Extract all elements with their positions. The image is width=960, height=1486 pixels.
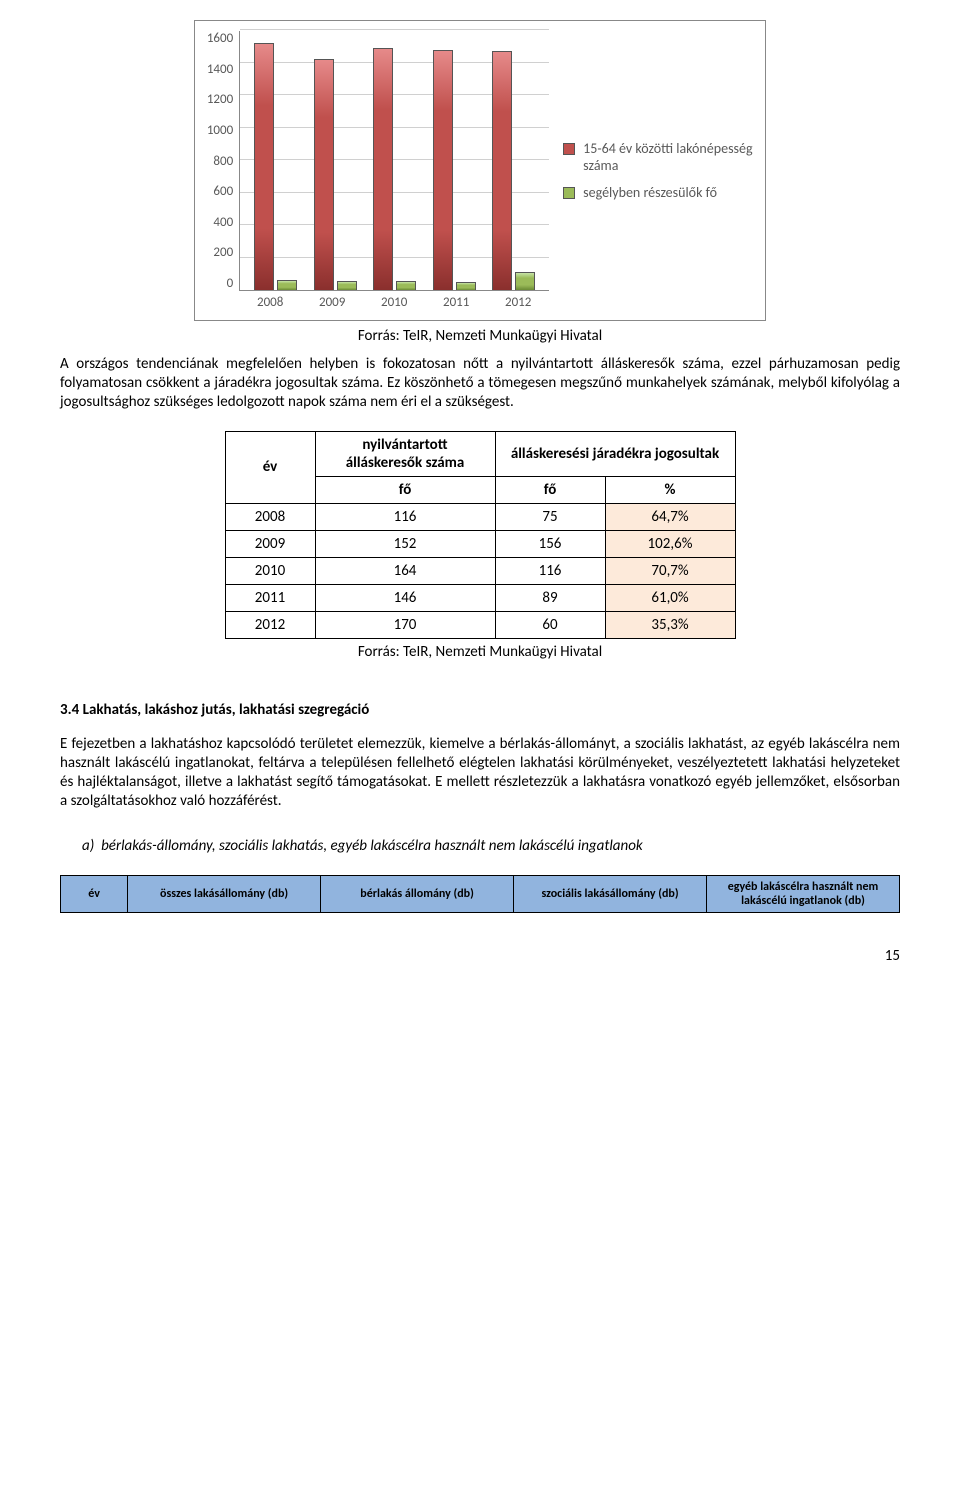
table-row: 20121706035,3%	[225, 611, 735, 638]
table-cell: 170	[315, 611, 495, 638]
table-header: szociális lakásállomány (db)	[514, 876, 707, 913]
bar	[456, 282, 476, 290]
table-subheader: %	[605, 476, 735, 503]
bar	[492, 51, 512, 290]
table-row: 20081167564,7%	[225, 503, 735, 530]
bar	[314, 59, 334, 290]
y-tick-label: 600	[213, 184, 233, 199]
table-subheader: fő	[315, 476, 495, 503]
table-cell: 75	[495, 503, 605, 530]
table-row: 2009152156102,6%	[225, 530, 735, 557]
chart-plot-area	[239, 31, 549, 291]
bar-group	[373, 48, 416, 290]
y-tick-label: 400	[213, 215, 233, 230]
table-cell: 2010	[225, 557, 315, 584]
legend-swatch-icon	[563, 143, 575, 155]
x-tick-label: 2009	[310, 295, 354, 310]
legend-item: segélyben részesülők fő	[563, 184, 753, 201]
y-tick-label: 200	[213, 245, 233, 260]
bar-group	[433, 50, 476, 291]
table-header: álláskeresési járadékra jogosultak	[495, 431, 735, 476]
table-cell: 70,7%	[605, 557, 735, 584]
legend-swatch-icon	[563, 187, 575, 199]
x-tick-label: 2011	[434, 295, 478, 310]
bar-group	[492, 51, 535, 290]
y-tick-label: 1600	[207, 31, 233, 46]
table-cell: 164	[315, 557, 495, 584]
table-cell: 35,3%	[605, 611, 735, 638]
table-cell: 2008	[225, 503, 315, 530]
jobseekers-table: év nyilvántartott álláskeresők száma áll…	[225, 431, 736, 639]
bar-group	[314, 59, 357, 290]
bar	[373, 48, 393, 290]
table-row: 20111468961,0%	[225, 584, 735, 611]
table-source: Forrás: TeIR, Nemzeti Munkaügyi Hivatal	[60, 643, 900, 661]
y-tick-label: 1200	[207, 92, 233, 107]
chart-source: Forrás: TeIR, Nemzeti Munkaügyi Hivatal	[60, 327, 900, 345]
chart-legend: 15-64 év közötti lakónépesség száma segé…	[563, 140, 753, 201]
list-text: bérlakás-állomány, szociális lakhatás, e…	[101, 837, 643, 855]
table-cell: 89	[495, 584, 605, 611]
table-cell: 156	[495, 530, 605, 557]
table-cell: 146	[315, 584, 495, 611]
bar	[337, 281, 357, 290]
y-tick-label: 1000	[207, 123, 233, 138]
y-tick-label: 0	[227, 276, 234, 291]
table-header: év	[225, 431, 315, 503]
bar-group	[254, 43, 297, 290]
bar-chart: 16001400120010008006004002000 2008200920…	[60, 20, 900, 321]
x-tick-label: 2012	[496, 295, 540, 310]
bar	[515, 272, 535, 290]
table-cell: 116	[315, 503, 495, 530]
body-paragraph: E fejezetben a lakhatáshoz kapcsolódó te…	[60, 735, 900, 812]
table-subheader: fő	[495, 476, 605, 503]
bar	[396, 281, 416, 290]
y-tick-label: 800	[213, 154, 233, 169]
housing-header-table: év összes lakásállomány (db) bérlakás ál…	[60, 875, 900, 913]
legend-label: 15-64 év közötti lakónépesség száma	[583, 140, 753, 174]
table-header: nyilvántartott álláskeresők száma	[315, 431, 495, 476]
table-cell: 64,7%	[605, 503, 735, 530]
page-number: 15	[60, 947, 900, 965]
list-item: a) bérlakás-állomány, szociális lakhatás…	[82, 837, 900, 855]
table-cell: 116	[495, 557, 605, 584]
legend-label: segélyben részesülők fő	[583, 184, 717, 201]
section-heading: 3.4 Lakhatás, lakáshoz jutás, lakhatási …	[60, 701, 900, 719]
table-cell: 61,0%	[605, 584, 735, 611]
chart-y-axis: 1600 1400 1200 1000 800 600 400 200 0	[207, 31, 239, 291]
list-marker: a)	[82, 837, 94, 855]
x-tick-label: 2008	[248, 295, 292, 310]
table-row: 201016411670,7%	[225, 557, 735, 584]
body-paragraph: A országos tendenciának megfelelően hely…	[60, 355, 900, 413]
table-cell: 60	[495, 611, 605, 638]
table-cell: 2011	[225, 584, 315, 611]
x-tick-label: 2010	[372, 295, 416, 310]
bar	[277, 280, 297, 290]
bar	[433, 50, 453, 291]
legend-item: 15-64 év közötti lakónépesség száma	[563, 140, 753, 174]
table-header: bérlakás állomány (db)	[321, 876, 514, 913]
table-header: összes lakásállomány (db)	[128, 876, 321, 913]
chart-x-axis: 2008 2009 2010 2011 2012	[239, 291, 549, 310]
table-cell: 2009	[225, 530, 315, 557]
y-tick-label: 1400	[207, 62, 233, 77]
table-cell: 2012	[225, 611, 315, 638]
table-cell: 102,6%	[605, 530, 735, 557]
table-header: év	[61, 876, 128, 913]
table-cell: 152	[315, 530, 495, 557]
table-header: egyéb lakáscélra használt nem lakáscélú …	[707, 876, 900, 913]
bar	[254, 43, 274, 290]
